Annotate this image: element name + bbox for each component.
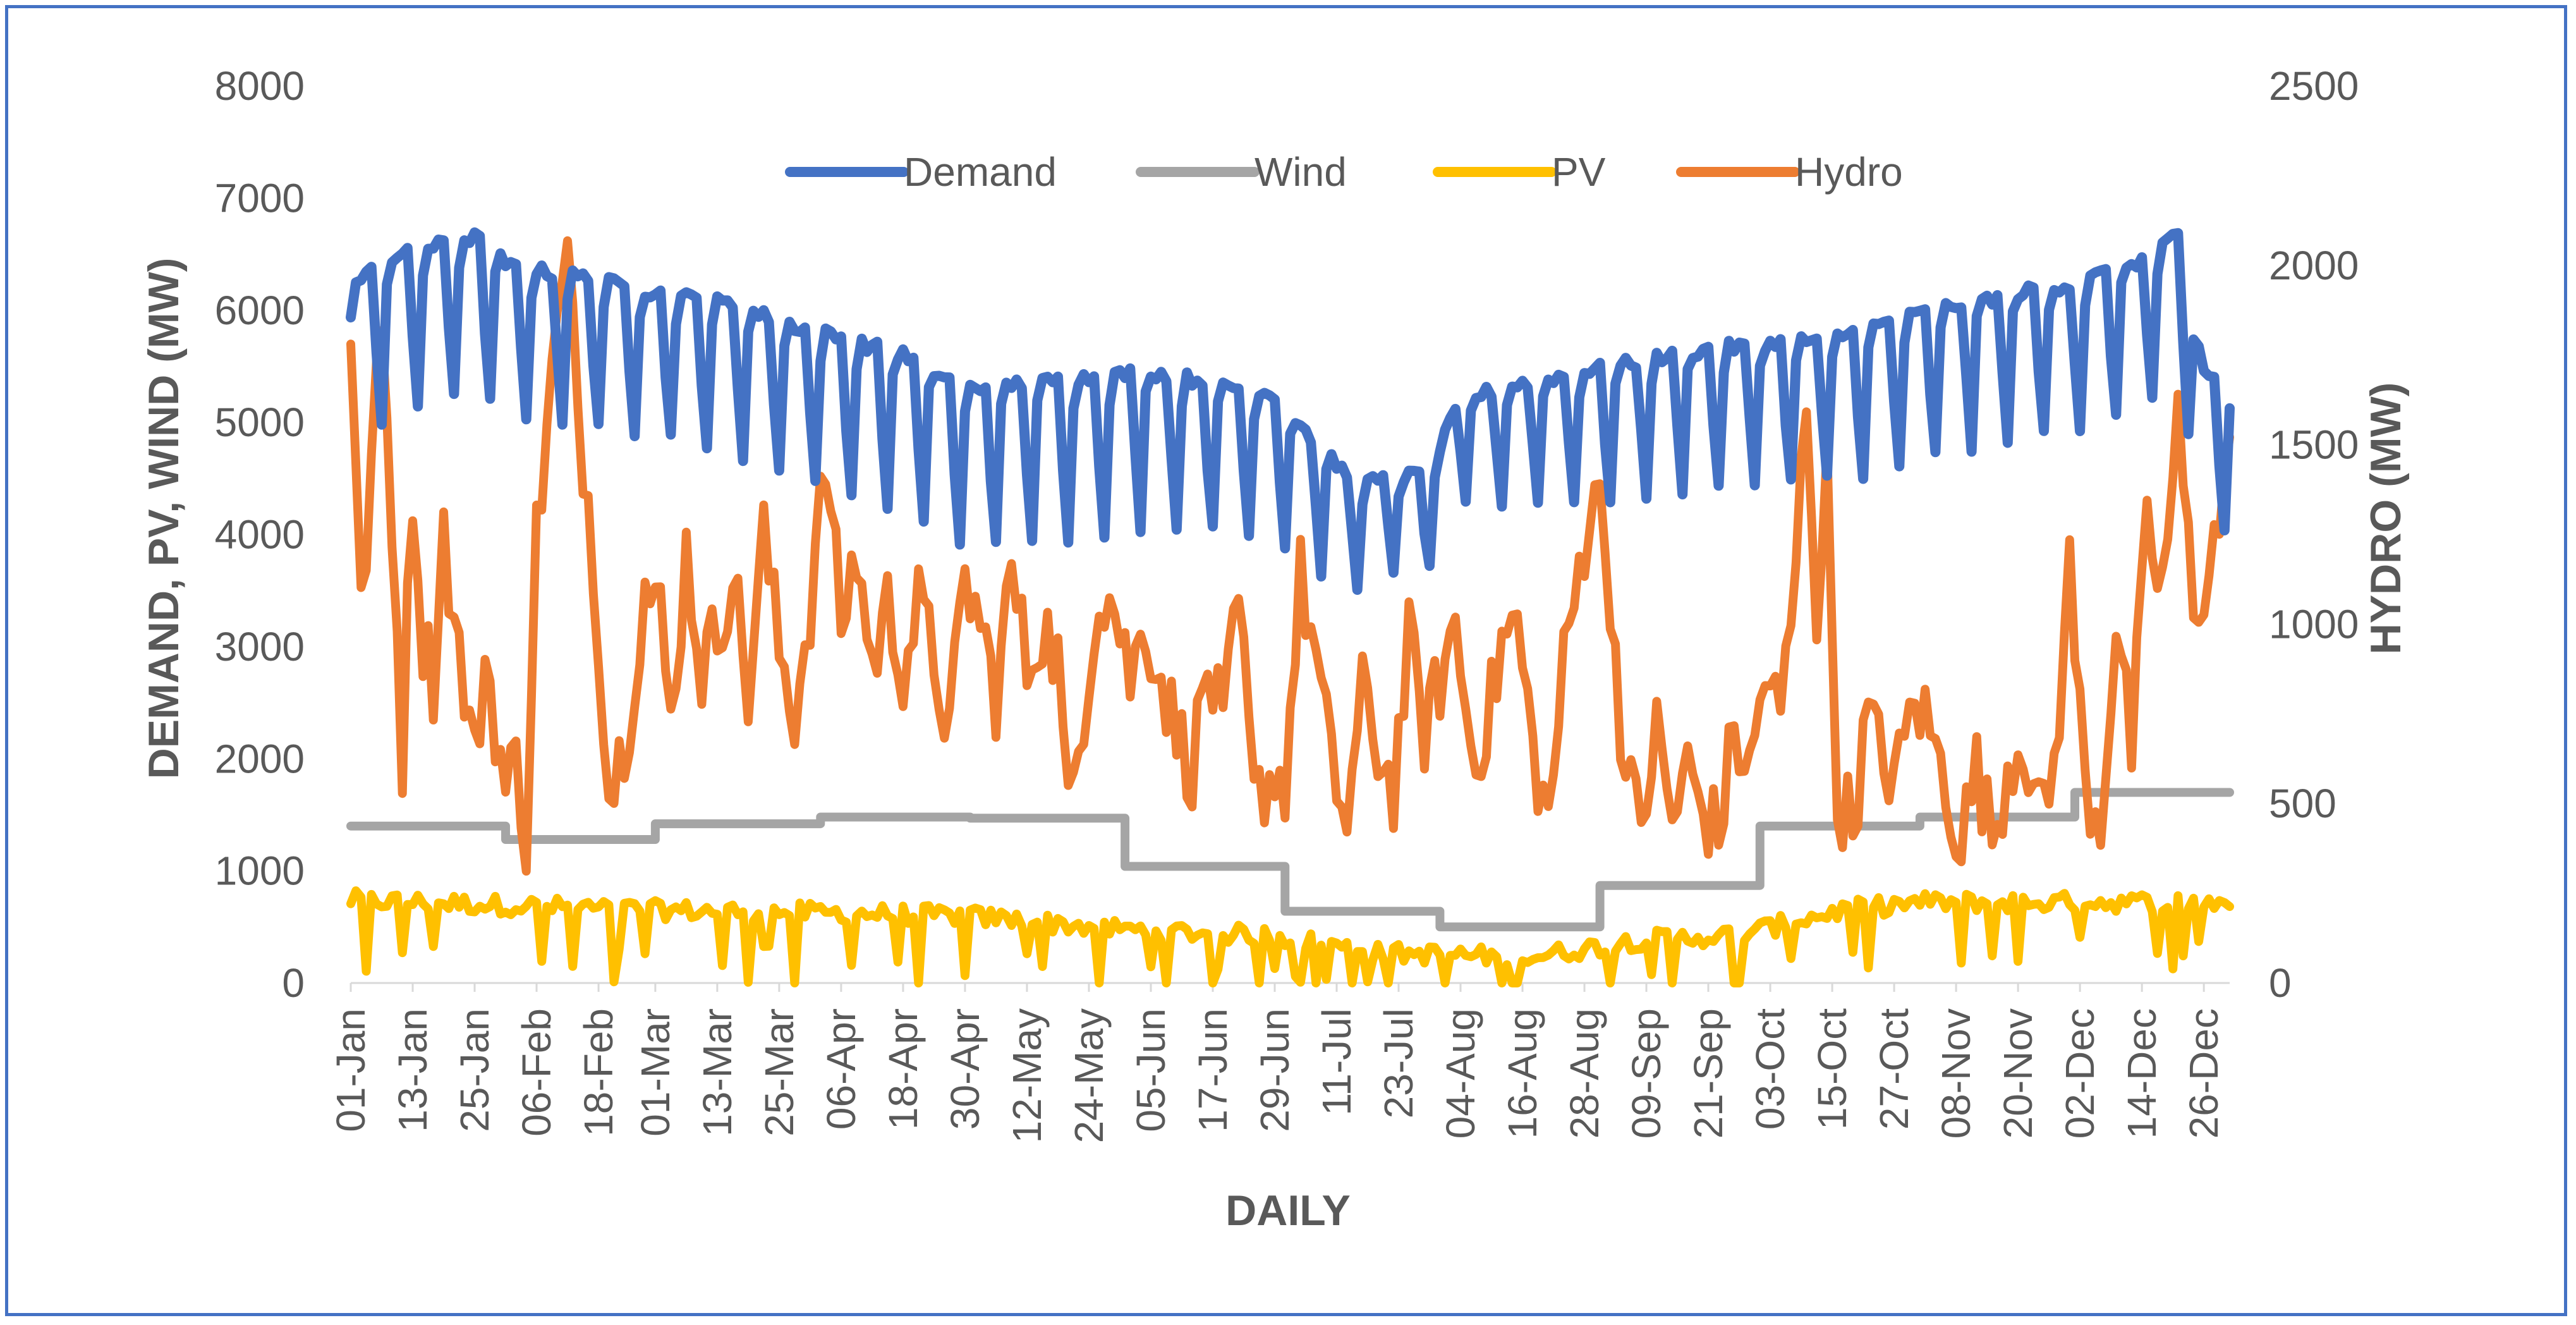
series-line-hydro (346, 236, 2234, 876)
x-tick-13-Jan: 13-Jan (390, 1008, 435, 1132)
legend-label-wind: Wind (1255, 149, 1347, 195)
x-tick-16-Aug: 16-Aug (1500, 1008, 1545, 1139)
y-tick-left-7000: 7000 (215, 175, 305, 221)
x-tick-11-Jul: 11-Jul (1314, 1008, 1359, 1116)
x-tick-01-Jan: 01-Jan (328, 1008, 374, 1132)
x-tick-01-Mar: 01-Mar (633, 1008, 678, 1137)
x-tick-25-Jan: 25-Jan (452, 1008, 497, 1132)
x-tick-03-Oct: 03-Oct (1747, 1008, 1793, 1130)
y-tick-right-0: 0 (2269, 960, 2292, 1006)
y-tick-right-2500: 2500 (2269, 63, 2359, 109)
y-axis-title-left: DEMAND, PV, WIND (MW) (140, 258, 188, 779)
x-tick-14-Dec: 14-Dec (2119, 1008, 2165, 1139)
left-axis-ticks: 0 1000 2000 3000 4000 5000 6000 7000 8000 (215, 63, 305, 1006)
series-line-wind (346, 788, 2234, 932)
x-tick-21-Sep: 21-Sep (1686, 1008, 1731, 1139)
x-tick-02-Dec: 02-Dec (2057, 1008, 2103, 1139)
y-tick-left-5000: 5000 (215, 400, 305, 445)
x-tick-30-Apr: 30-Apr (942, 1008, 988, 1130)
x-tick-24-May: 24-May (1066, 1008, 1112, 1143)
y-tick-right-2000: 2000 (2269, 243, 2359, 288)
legend-label-demand: Demand (904, 149, 1057, 195)
x-tick-18-Feb: 18-Feb (576, 1008, 621, 1137)
legend: Demand Wind PV Hydro (785, 149, 1903, 195)
x-tick-06-Feb: 06-Feb (514, 1008, 559, 1137)
y-tick-left-4000: 4000 (215, 512, 305, 558)
series-line-pv (346, 886, 2234, 987)
y-tick-left-1000: 1000 (215, 848, 305, 894)
y-tick-left-3000: 3000 (215, 624, 305, 669)
y-tick-left-2000: 2000 (215, 736, 305, 781)
right-axis-ticks: 0 500 1000 1500 2000 2500 (2269, 63, 2359, 1006)
legend-label-hydro: Hydro (1795, 149, 1903, 195)
x-tick-28-Aug: 28-Aug (1562, 1008, 1607, 1139)
x-tick-04-Aug: 04-Aug (1438, 1008, 1483, 1139)
x-tick-05-Jun: 05-Jun (1128, 1008, 1174, 1132)
y-tick-left-8000: 8000 (215, 63, 305, 109)
x-tick-09-Sep: 09-Sep (1624, 1008, 1669, 1139)
x-tick-08-Nov: 08-Nov (1933, 1008, 1979, 1139)
series-line-demand (346, 227, 2235, 595)
x-tick-12-May: 12-May (1004, 1008, 1050, 1143)
x-axis-ticks: 01-Jan 13-Jan 25-Jan 06-Feb 18-Feb 01-Mar 13-M… (328, 983, 2227, 1143)
y-tick-left-6000: 6000 (215, 288, 305, 333)
legend-label-pv: PV (1552, 149, 1606, 195)
x-tick-18-Apr: 18-Apr (880, 1008, 926, 1130)
y-tick-left-0: 0 (282, 960, 305, 1006)
x-tick-15-Oct: 15-Oct (1809, 1008, 1855, 1130)
y-tick-right-1000: 1000 (2269, 601, 2359, 647)
x-tick-20-Nov: 20-Nov (1995, 1008, 2041, 1139)
x-axis-title: DAILY (1225, 1187, 1351, 1235)
x-tick-23-Jul: 23-Jul (1376, 1008, 1421, 1118)
x-tick-17-Jun: 17-Jun (1190, 1008, 1236, 1132)
x-tick-26-Dec: 26-Dec (2181, 1008, 2227, 1139)
x-tick-27-Oct: 27-Oct (1871, 1008, 1917, 1130)
x-tick-13-Mar: 13-Mar (695, 1008, 740, 1137)
y-tick-right-500: 500 (2269, 781, 2336, 826)
y-tick-right-1500: 1500 (2269, 422, 2359, 468)
series-layer (346, 227, 2235, 987)
x-tick-06-Apr: 06-Apr (818, 1008, 864, 1130)
y-axis-title-right: HYDRO (MW) (2362, 382, 2410, 655)
x-tick-29-Jun: 29-Jun (1252, 1008, 1297, 1132)
x-tick-25-Mar: 25-Mar (756, 1008, 802, 1137)
